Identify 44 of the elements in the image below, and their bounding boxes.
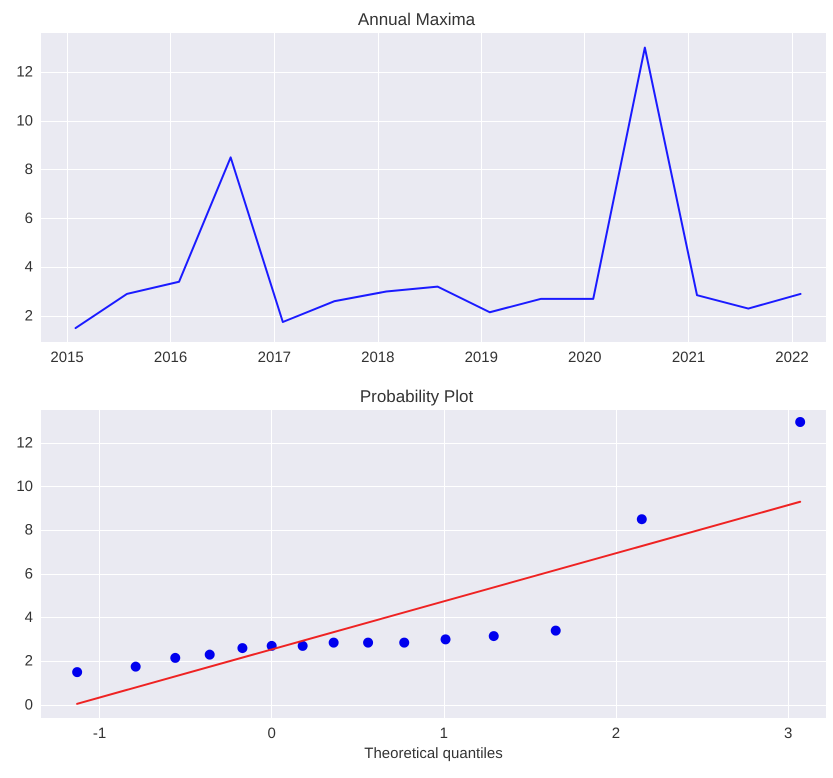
y-tick-label: 2 bbox=[24, 307, 33, 324]
y-tick-label: 12 bbox=[16, 434, 33, 452]
point bbox=[795, 417, 806, 428]
x-tick-label: 2021 bbox=[672, 349, 706, 366]
x-tick-label: 2018 bbox=[361, 349, 394, 366]
y-tick-label: 0 bbox=[24, 696, 33, 714]
y-tick-label: 6 bbox=[24, 210, 33, 227]
line-series bbox=[74, 46, 802, 330]
point bbox=[328, 638, 339, 648]
x-tick-label: -1 bbox=[92, 725, 106, 742]
point bbox=[399, 638, 410, 648]
chart-title: Probability Plot bbox=[360, 387, 474, 406]
point bbox=[363, 638, 374, 648]
y-tick-label: 10 bbox=[16, 112, 33, 130]
x-tick-label: 2017 bbox=[258, 349, 292, 366]
y-tick-label: 8 bbox=[24, 522, 33, 539]
x-tick-label: 2015 bbox=[50, 349, 84, 366]
y-tick-label: 4 bbox=[24, 258, 33, 276]
point bbox=[550, 626, 561, 636]
x-tick-label: 1 bbox=[440, 725, 448, 742]
y-tick-label: 8 bbox=[24, 161, 33, 178]
point bbox=[130, 662, 141, 672]
x-tick-label: 2019 bbox=[464, 349, 498, 366]
point bbox=[170, 652, 180, 663]
x-tick-label: 2 bbox=[612, 725, 620, 742]
point bbox=[204, 650, 215, 660]
y-tick-label: 4 bbox=[24, 609, 33, 626]
x-tick-label: 3 bbox=[784, 725, 792, 742]
point bbox=[488, 631, 499, 642]
y-tick-label: 12 bbox=[16, 64, 33, 81]
x-tick-label: 2016 bbox=[154, 349, 188, 366]
y-tick-label: 6 bbox=[24, 565, 33, 582]
chart-title: Annual Maxima bbox=[358, 10, 476, 29]
x-axis-title: Theoretical quantiles bbox=[364, 744, 503, 762]
y-tick-label: 2 bbox=[24, 652, 33, 670]
point bbox=[72, 667, 82, 678]
point bbox=[298, 640, 308, 651]
x-tick-label: 2020 bbox=[568, 349, 602, 366]
x-tick-label: 2022 bbox=[775, 349, 809, 366]
point bbox=[237, 643, 248, 654]
x-tick-label: 0 bbox=[268, 725, 276, 742]
point bbox=[440, 634, 451, 644]
y-tick-label: 10 bbox=[16, 478, 33, 495]
point bbox=[636, 514, 647, 524]
